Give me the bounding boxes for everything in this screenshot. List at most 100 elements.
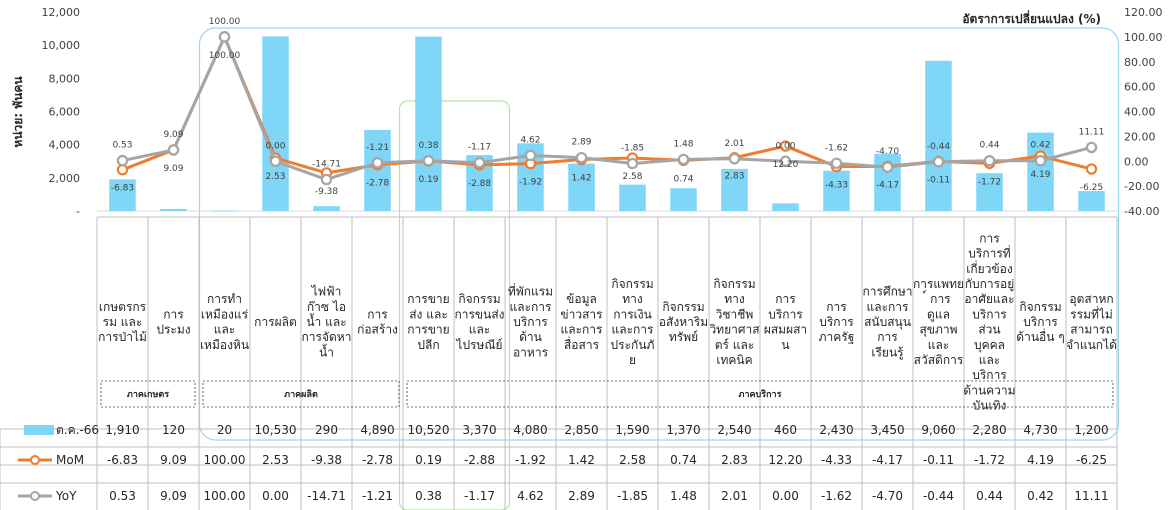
yoy-point [167, 144, 180, 156]
right-axis-tick-label: 100.00 [1124, 31, 1163, 44]
table-cell: 1,590 [615, 423, 649, 437]
right-axis-tick-label: 120.00 [1124, 6, 1163, 19]
yoy-point [116, 154, 129, 167]
right-axis-tick-label: 20.00 [1124, 130, 1156, 143]
table-cell: -1.85 [617, 489, 648, 503]
sector-group-label: ภาคบริการ [739, 389, 782, 400]
mom-data-label: -4.17 [876, 180, 899, 190]
bar [670, 188, 697, 211]
category-label: การบริการผสมผสาน [764, 292, 807, 352]
axes: หน่วย: พันคน อัตราการเปลี่ยนแปลง (%) - 2,… [11, 6, 1163, 218]
yoy-data-label: 0.38 [418, 141, 438, 151]
table-cell: 2,850 [564, 423, 598, 437]
category-label: กิจกรรมบริการด้านอื่น ๆ [1016, 300, 1064, 344]
right-axis-tick-label: 60.00 [1124, 81, 1156, 94]
table-cell: 10,520 [408, 423, 450, 437]
right-axis-tick-label: -40.00 [1124, 205, 1159, 218]
table-cell: -2.88 [464, 453, 495, 467]
category-label: ไฟฟ้าก๊าซ ไอน้ำ และการจัดหาน้ำ [302, 285, 352, 360]
table-cell: 3,370 [462, 423, 496, 437]
table-cell: -1.62 [821, 489, 852, 503]
table-cell: 9.09 [160, 489, 187, 503]
left-axis-tick-label: 2,000 [49, 172, 81, 185]
category-label: อุตสาหกรรมที่ไม่สามารถจำแนกได้ [1066, 292, 1117, 352]
table-cell: -6.25 [1076, 453, 1107, 467]
table-cell: 120 [162, 423, 185, 437]
right-axis-tick-label: 40.00 [1124, 106, 1156, 119]
sector-group-box [406, 380, 1114, 408]
category-label: การศึกษาและการสนับสนุนการเรียนรู้ [863, 285, 913, 361]
table-cell: 4,890 [360, 423, 394, 437]
mom-data-label: 0.19 [418, 175, 438, 185]
mom-data-label: -6.25 [1080, 183, 1103, 193]
yoy-data-label: 100.00 [209, 17, 241, 27]
category-label: ที่พักแรมและการบริการด้านอาหาร [508, 283, 553, 360]
yoy-line [122, 35, 1092, 182]
table-cell: -1.21 [362, 489, 393, 503]
table-cell: 1,370 [666, 423, 700, 437]
table-cell: 100.00 [204, 489, 246, 503]
yoy-point [881, 161, 894, 173]
bar [160, 209, 187, 211]
table-cell: 2.83 [721, 453, 748, 467]
legend-label: ต.ค.-66 [56, 423, 99, 437]
table-cell: 3,450 [870, 423, 904, 437]
bar [1027, 132, 1054, 211]
left-axis-tick-label: 10,000 [42, 39, 81, 52]
mom-data-label: -1.92 [519, 178, 542, 188]
bar [823, 170, 850, 211]
category-label: การบริการภาครัฐ [819, 300, 855, 344]
mom-data-label: -0.11 [927, 175, 950, 185]
yoy-point [218, 31, 231, 43]
bar [211, 210, 238, 212]
left-axis-tick-label: 6,000 [49, 106, 81, 119]
yoy-data-label: 9.09 [163, 130, 183, 140]
table-cell: 0.19 [415, 453, 442, 467]
highlight-frame [398, 100, 511, 510]
table-cell: 1.48 [670, 489, 697, 503]
table-cell: 1,910 [105, 423, 139, 437]
right-axis-tick-label: 0.00 [1124, 155, 1149, 168]
bar [109, 179, 136, 211]
table-cell: 0.74 [670, 453, 697, 467]
bar [364, 129, 391, 211]
table-cell: 9.09 [160, 453, 187, 467]
yoy-point [422, 155, 435, 167]
category-label: กิจกรรมทางการเงินและการประกันภัย [611, 277, 655, 367]
table-cell: -4.70 [872, 489, 903, 503]
table-cell: 100.00 [204, 453, 246, 467]
data-table: เกษตรกรรม และการป่าไม้ การประมง การทำเหมือ… [0, 216, 1118, 510]
table-cell: -4.33 [821, 453, 852, 467]
table-cell: 20 [217, 423, 232, 437]
yoy-data-label: 2.01 [724, 139, 744, 149]
category-label: การแพทย์ การดูแลสุขภาพและสวัสดิการ [913, 277, 964, 367]
mom-data-label: 100.00 [209, 51, 241, 61]
sector-group-label: ภาคผลิต [284, 389, 318, 400]
table-cell: 9,060 [921, 423, 955, 437]
yoy-point [728, 153, 741, 165]
legend-key-marker [30, 455, 40, 465]
table-cell: 460 [774, 423, 797, 437]
table-cell: 4,080 [513, 423, 547, 437]
table-cell: -2.78 [362, 453, 393, 467]
bar-series [109, 36, 1105, 212]
mom-data-label: -9.38 [315, 187, 339, 197]
bar [925, 60, 952, 211]
table-cell: 12.20 [768, 453, 802, 467]
table-cell: 4.62 [517, 489, 544, 503]
mom-data-label: 0.74 [673, 174, 693, 184]
yoy-point [626, 157, 639, 170]
table-cell: -1.92 [515, 453, 546, 467]
mom-data-label: 1.42 [571, 173, 591, 183]
yoy-data-label: -1.17 [468, 143, 491, 153]
mom-data-label: -4.33 [825, 181, 848, 191]
mom-data-label: 4.19 [1030, 170, 1050, 180]
category-label: การก่อสร้าง [357, 307, 398, 336]
sector-group-box [202, 380, 400, 408]
table-cell: 2,540 [717, 423, 751, 437]
category-label: การประมง [156, 307, 190, 336]
right-axis-title: อัตราการเปลี่ยนแปลง (%) [962, 10, 1101, 26]
category-label: การทำเหมืองแร่และเหมืองหิน [200, 292, 249, 352]
table-cell: 4.19 [1027, 453, 1054, 467]
right-axis-tick-label: 80.00 [1124, 56, 1156, 69]
